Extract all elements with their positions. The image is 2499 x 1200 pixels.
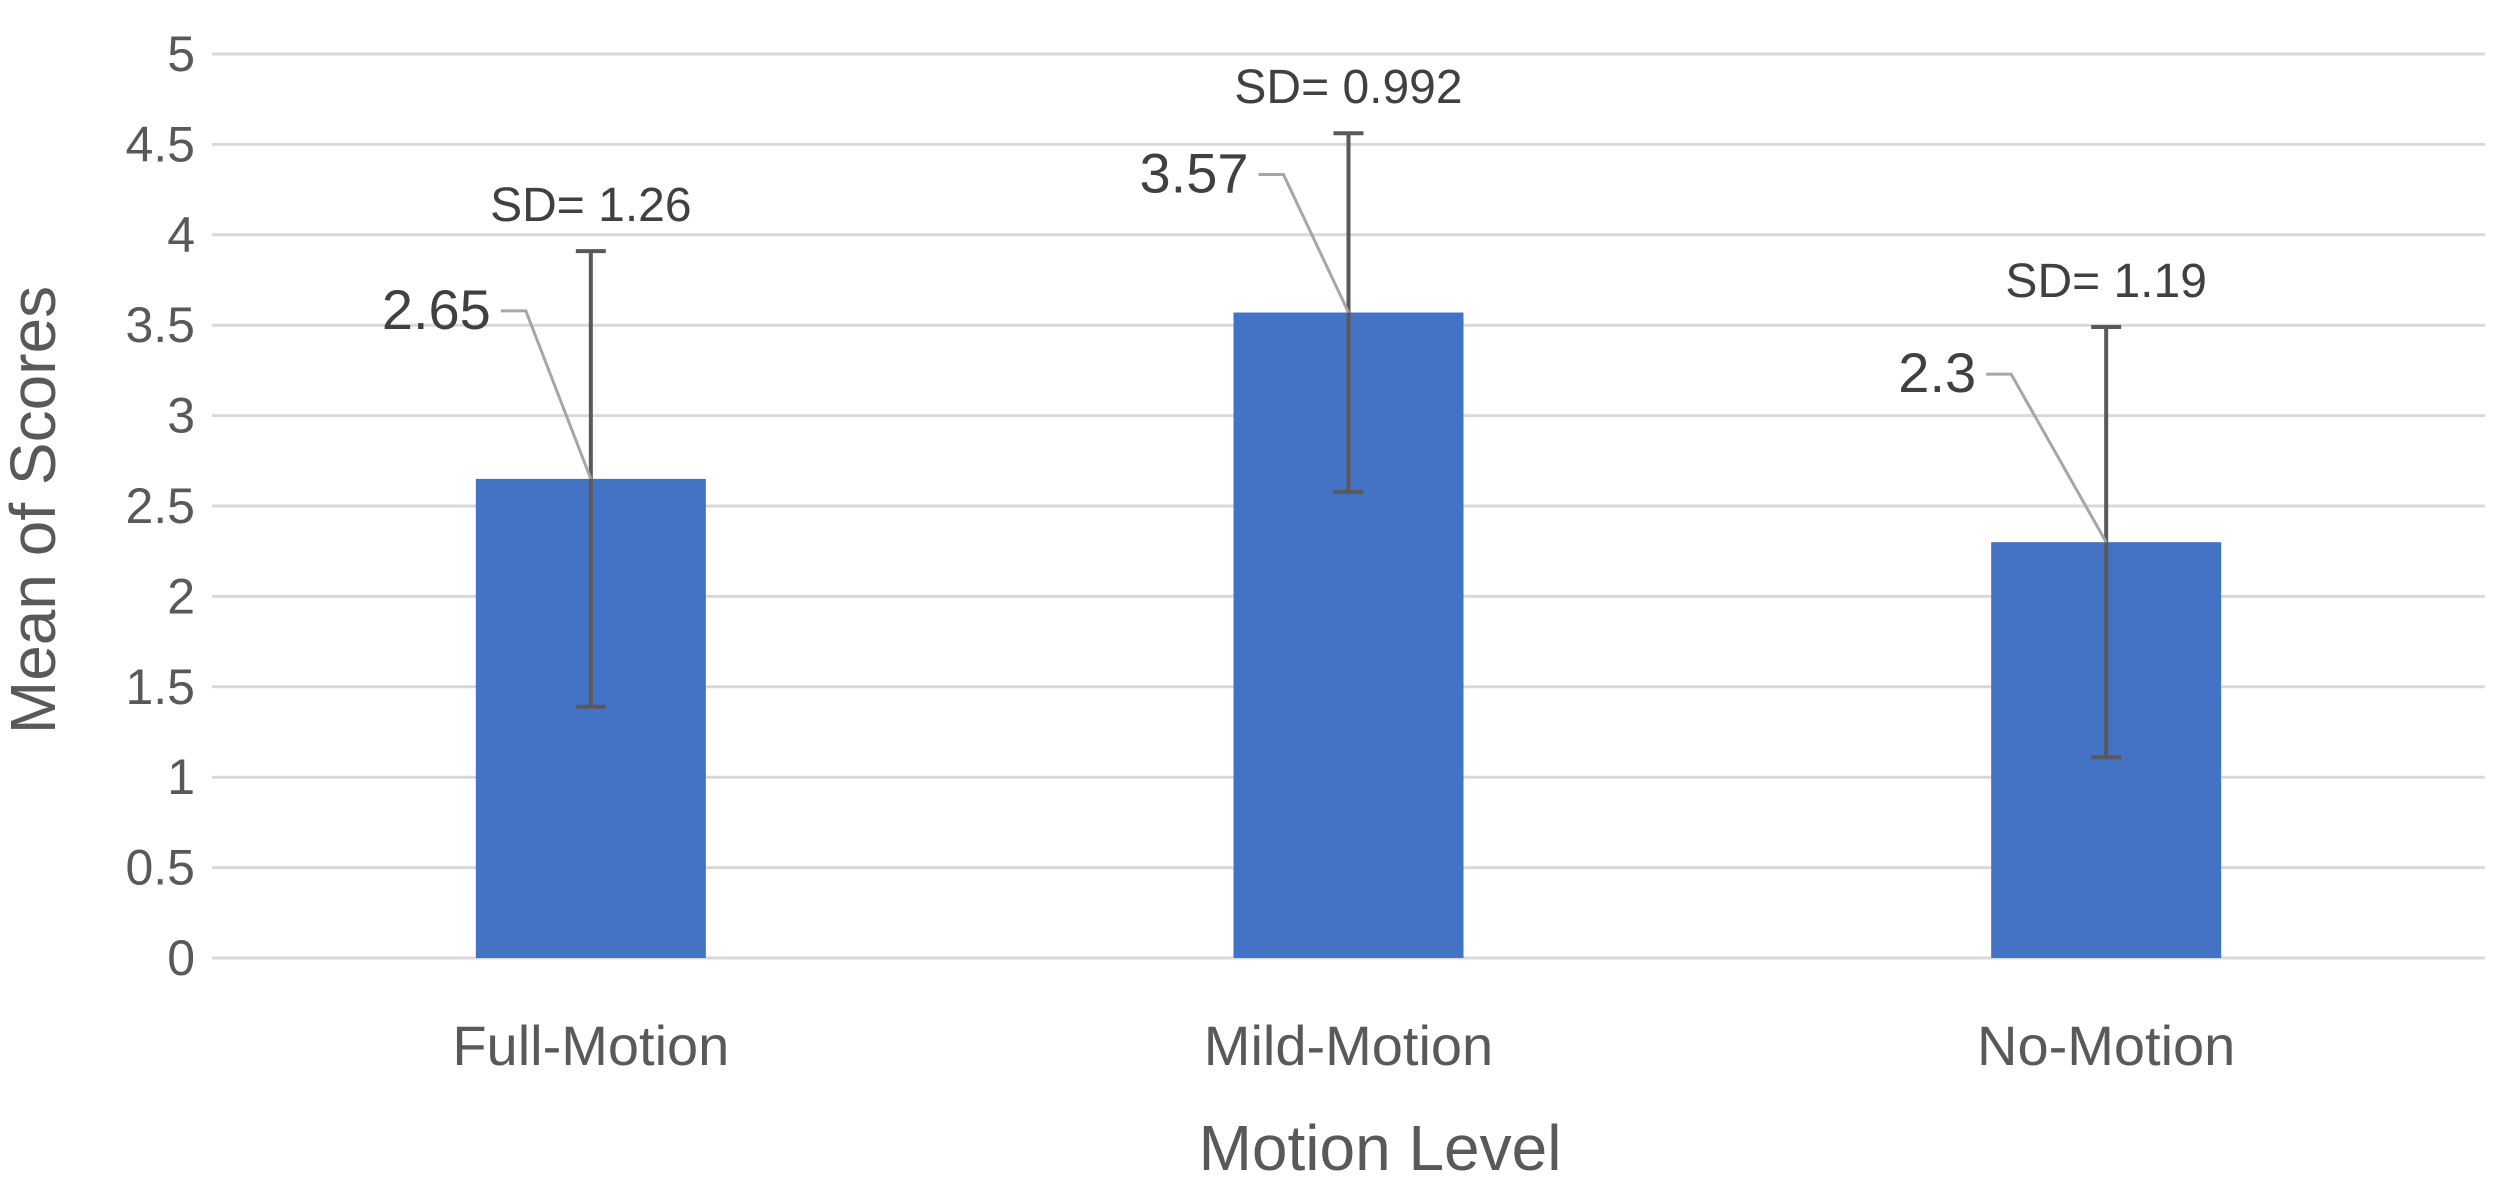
y-axis-ticks: 0 0.5 1 1.5 2 2.5 3 3.5 4 4.5 5	[125, 26, 195, 986]
y-tick-label: 4	[167, 207, 195, 263]
x-category-label: Mild-Motion	[1204, 1014, 1493, 1077]
value-label-leader	[1986, 372, 2108, 543]
sd-label: SD= 1.26	[490, 179, 691, 232]
x-category-label: Full-Motion	[452, 1014, 729, 1077]
error-bar	[2091, 325, 2122, 760]
sd-label: SD= 0.992	[1234, 61, 1462, 114]
y-tick-label: 1.5	[125, 659, 195, 715]
value-label-leader	[1258, 173, 1350, 314]
y-tick-label: 0.5	[125, 840, 195, 896]
y-tick-label: 4.5	[125, 116, 195, 172]
value-label: 3.57	[1140, 142, 1249, 205]
x-category-label: No-Motion	[1977, 1014, 2235, 1077]
x-axis-title: Motion Level	[1199, 1112, 1562, 1184]
x-axis-categories: Full-Motion Mild-Motion No-Motion	[452, 1014, 2235, 1077]
y-tick-label: 2	[167, 568, 195, 624]
sd-label: SD= 1.19	[2005, 255, 2206, 308]
data-labels: SD= 1.26 2.65 SD= 0.992 3.57 SD= 1.19 2.3	[382, 61, 2207, 543]
y-tick-label: 3	[167, 388, 195, 444]
value-label-leader	[500, 309, 593, 480]
y-tick-label: 2.5	[125, 478, 195, 534]
y-tick-label: 3.5	[125, 297, 195, 353]
y-tick-label: 5	[167, 26, 195, 82]
value-label: 2.65	[382, 278, 491, 341]
y-tick-label: 1	[167, 749, 195, 805]
y-axis-title: Mean of Scores	[0, 286, 69, 734]
y-tick-label: 0	[167, 930, 195, 986]
value-label: 2.3	[1898, 341, 1976, 404]
